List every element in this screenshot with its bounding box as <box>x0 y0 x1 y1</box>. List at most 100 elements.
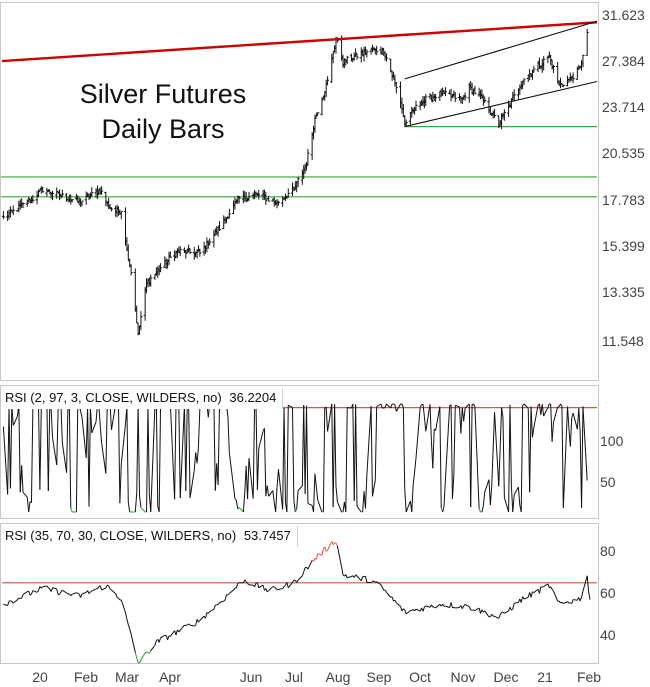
rsi-fast-segment <box>89 406 93 434</box>
rsi-fast-segment <box>252 405 256 499</box>
rsi-fast-segment <box>551 422 554 442</box>
x-tick: Jul <box>285 669 303 685</box>
rsi-slow-segment <box>106 584 109 587</box>
rsi-slow-segment <box>245 581 248 584</box>
rsi-fast-segment <box>61 442 68 473</box>
x-tick: Oct <box>409 669 431 685</box>
rsi-slow-segment <box>581 590 584 598</box>
rsi-fast-segment <box>464 403 470 409</box>
price-bar <box>331 52 335 64</box>
rsi-slow-segment <box>502 611 505 614</box>
rsi-slow-segment <box>70 593 73 597</box>
price-bar <box>306 148 310 166</box>
rsi-slow-segment <box>287 582 293 589</box>
rsi-slow-segment <box>464 603 470 608</box>
price-bar <box>264 191 268 206</box>
price-bar <box>21 202 25 209</box>
rsi-slow-segment <box>129 628 132 635</box>
rsi-slow-segment <box>204 612 208 619</box>
rsi-fast-segment <box>293 500 296 513</box>
rsi-slow-segment <box>296 579 299 583</box>
rsi-slow-segment <box>582 575 588 592</box>
rsi-slow-segment <box>198 620 201 623</box>
rsi-fast-segment <box>327 403 333 432</box>
rsi-slow-segment <box>325 549 328 552</box>
rsi-fast-segment <box>185 405 188 491</box>
rsi-fast-segment <box>371 487 375 497</box>
rsi-fast-segment <box>530 406 533 438</box>
rsi-fast-segment <box>423 416 427 432</box>
rsi-fast-segment <box>547 403 550 408</box>
rsi-fast-segment <box>557 405 560 408</box>
rsi-slow-segment <box>59 591 62 595</box>
rsi-slow-segment <box>209 608 215 612</box>
rsi-slow-segment <box>468 606 472 611</box>
rsi-slow-segment <box>227 593 230 596</box>
rsi-fast-panel-frame <box>0 385 599 519</box>
rsi-slow-segment <box>80 593 83 598</box>
rsi-slow-segment <box>125 612 128 620</box>
rsi-fast-segment <box>275 487 278 513</box>
rsi-slow-segment <box>450 602 453 608</box>
rsi-fast-segment <box>52 437 58 466</box>
rsi-slow-last-value: 53.7457 <box>243 528 291 543</box>
rsi-fast-segment <box>291 407 295 501</box>
rsi-fast-segment <box>28 501 31 513</box>
rsi-slow-segment <box>567 601 570 604</box>
rsi-fast-segment <box>370 405 373 497</box>
rsi-slow-y-tick: 80 <box>600 543 616 559</box>
price-bar <box>304 162 309 171</box>
rsi-fast-segment <box>256 448 260 490</box>
rsi-fast-segment <box>553 406 559 423</box>
rsi-fast-segment <box>2 426 9 495</box>
rsi-slow-segment <box>111 589 116 594</box>
rsi-fast-segment <box>313 473 316 513</box>
rsi-slow-segment <box>373 580 376 583</box>
rsi-slow-segment <box>118 597 121 601</box>
rsi-fast-segment <box>572 413 578 430</box>
price-y-tick: 20.535 <box>602 145 645 161</box>
price-bar <box>561 84 565 88</box>
rsi-slow-segment <box>579 597 583 602</box>
rsi-fast-segment <box>473 403 476 407</box>
rsi-slow-segment <box>278 587 283 591</box>
rsi-fast-segment <box>503 497 510 513</box>
rsi-slow-segment <box>185 624 188 627</box>
rsi-slow-segment <box>321 548 324 556</box>
rsi-fast-segment <box>314 473 317 487</box>
price-bar <box>188 248 192 255</box>
trend-line <box>404 80 598 128</box>
rsi-fast-segment <box>228 452 235 487</box>
rsi-fast-segment <box>105 405 108 474</box>
rsi-fast-segment <box>494 412 500 487</box>
rsi-slow-segment <box>561 601 564 604</box>
rsi-fast-segment <box>75 404 79 513</box>
rsi-slow-segment <box>140 652 146 661</box>
rsi-slow-segment <box>384 589 387 593</box>
rsi-fast-y-tick: 50 <box>600 474 616 490</box>
rsi-slow-segment <box>520 596 524 603</box>
price-y-tick: 23.714 <box>602 99 645 115</box>
price-bar <box>394 81 398 94</box>
rsi-slow-segment <box>28 590 31 596</box>
rsi-slow-segment <box>213 604 216 610</box>
rsi-slow-segment <box>286 582 289 588</box>
rsi-fast-segment <box>561 406 564 508</box>
rsi-slow-segment <box>101 587 107 591</box>
rsi-slow-panel-frame <box>0 523 599 664</box>
rsi-slow-segment <box>233 587 236 591</box>
rsi-slow-segment <box>146 651 149 654</box>
price-bar <box>237 195 241 204</box>
rsi-fast-segment <box>336 501 343 513</box>
rsi-slow-segment <box>150 644 156 651</box>
rsi-fast-segment <box>513 486 519 495</box>
rsi-fast-segment <box>70 508 73 513</box>
rsi-fast-segment <box>268 490 274 497</box>
rsi-slow-segment <box>254 583 257 588</box>
price-bar <box>100 186 104 195</box>
rsi-slow-segment <box>380 584 383 588</box>
rsi-slow-segment <box>391 596 394 602</box>
chart-title-line-2: Daily Bars <box>101 114 224 144</box>
rsi-fast-segment <box>512 494 515 513</box>
price-bar <box>25 199 29 207</box>
